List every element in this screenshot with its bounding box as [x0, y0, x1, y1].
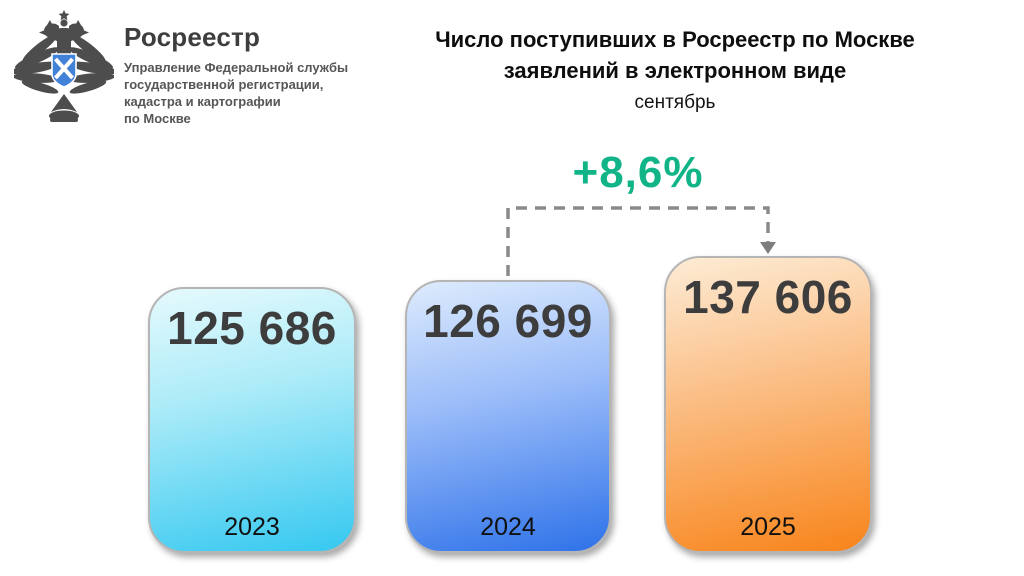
org-subtitle-line: кадастра и картографии: [124, 94, 281, 109]
logo-text-block: Росреестр Управление Федеральной службы …: [124, 10, 348, 127]
rosreestr-logo: Росреестр Управление Федеральной службы …: [14, 10, 348, 127]
bar-value-2024: 126 699: [423, 295, 593, 347]
org-subtitle: Управление Федеральной службы государств…: [124, 59, 348, 127]
org-name: Росреестр: [124, 22, 261, 52]
bar-year-2023: 2023: [224, 513, 280, 541]
org-subtitle-line: Управление Федеральной службы: [124, 60, 349, 75]
org-subtitle-line: государственной регистрации,: [124, 77, 324, 92]
chart-title-line-2: заявлений в электронном виде: [503, 58, 847, 83]
chart-subtitle-month: сентябрь: [634, 92, 716, 113]
bar-2023: 125 686 2023: [148, 287, 356, 553]
org-subtitle-line: по Москве: [124, 111, 191, 126]
double-headed-eagle-icon: [14, 10, 114, 122]
chart-title-block: Число поступивших в Росреестр по Москве …: [310, 24, 1024, 114]
bar-2024: 126 699 2024: [405, 280, 611, 553]
bar-value-2025: 137 606: [683, 271, 853, 323]
bar-year-2024: 2024: [480, 513, 536, 541]
growth-percentage-label: +8,6%: [572, 148, 704, 197]
bar-value-2023: 125 686: [167, 302, 337, 354]
bar-2025: 137 606 2025: [664, 256, 872, 553]
chart-title-line-1: Число поступивших в Росреестр по Москве: [435, 27, 915, 52]
bar-year-2025: 2025: [740, 513, 796, 541]
